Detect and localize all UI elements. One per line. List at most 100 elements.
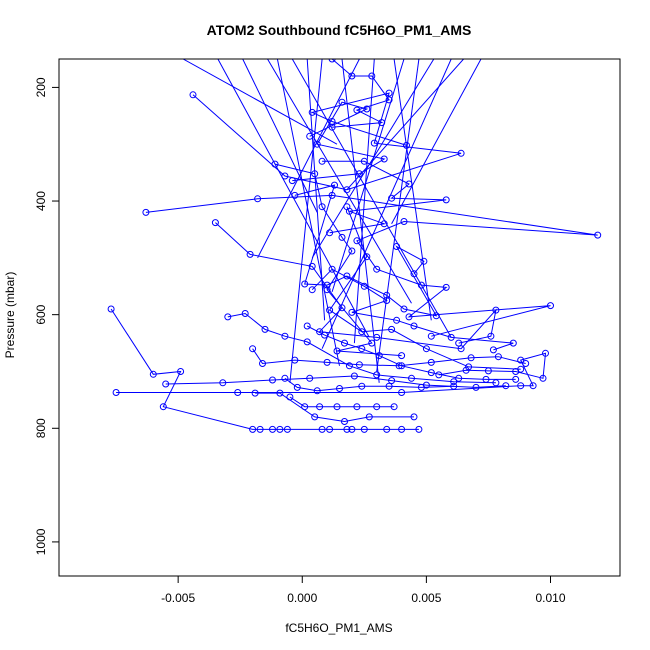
data-point [435,371,443,379]
data-point [385,96,393,104]
series-line-segment [393,59,432,321]
data-point [281,374,289,382]
data-point [328,191,336,199]
data-point [442,283,450,291]
series-line-segment [341,59,380,383]
data-point [405,180,413,188]
data-point [487,332,495,340]
data-point [241,310,249,317]
data-point [447,333,455,341]
data-point [326,306,334,314]
data-point [370,139,378,147]
data-point [482,375,490,383]
data-point [283,425,291,433]
data-point [162,380,170,388]
series-line [227,312,496,384]
series-line [215,222,497,350]
data-point [492,306,500,314]
plot-frame [58,58,621,577]
data-point [408,374,415,382]
data-point [403,141,410,149]
data-point [368,339,376,347]
y-tick-label: 800 [34,418,48,438]
series-line-segment [376,59,420,372]
data-point [303,338,311,346]
y-tick-label: 200 [34,77,48,97]
data-point [388,377,396,385]
data-point [378,119,386,127]
data-point [415,425,423,433]
data-point [219,379,227,387]
data-point [365,413,373,421]
data-point [492,379,500,387]
data-point [276,425,284,433]
data-point [348,425,356,433]
series-line [289,396,395,408]
series-line [255,392,414,423]
data-point [326,425,334,433]
series-line [116,352,547,393]
data-point [338,304,346,312]
data-point [427,358,435,366]
series-line-segment [346,59,464,191]
data-point [542,349,549,357]
y-axis-label: Pressure (mbar) [3,272,17,359]
data-point [321,331,329,339]
data-point [517,356,525,364]
data-point [512,375,520,383]
data-point [455,339,463,347]
data-point [373,333,381,341]
data-point [383,291,391,299]
data-point [410,270,418,278]
data-point [343,203,351,211]
data-point [308,262,316,270]
data-point [112,389,120,396]
data-point [261,325,269,333]
data-point [318,425,326,433]
x-tick-label: 0.005 [411,591,441,605]
series-line [294,184,438,317]
data-point [373,371,381,379]
data-point [313,140,321,148]
series-line [110,308,419,430]
data-point [159,403,167,411]
data-point [343,272,351,280]
data-point [489,346,497,354]
data-point [343,186,351,194]
data-point [323,286,331,294]
data-point [358,382,366,390]
data-point [380,155,388,163]
data-point [341,339,348,347]
data-point [326,229,334,237]
data-point [288,177,296,185]
data-point [333,347,341,355]
data-point [420,257,428,265]
x-axis-label: fC5H6O_PM1_AMS [285,621,392,635]
data-point [355,361,363,369]
data-point [373,265,381,273]
data-point [246,250,254,258]
data-point [323,358,331,366]
data-point [331,181,338,189]
data-point [522,360,530,367]
data-point [211,219,219,227]
data-point [234,389,242,396]
data-point [177,368,185,375]
data-point [256,425,264,433]
data-point [316,403,324,411]
data-point [383,297,391,304]
data-point [388,325,396,333]
x-tick-label: -0.005 [161,591,195,605]
data-point [328,59,336,63]
series-line [311,268,514,351]
data-point [306,374,314,382]
x-tick-label: 0.010 [535,591,565,605]
data-point [301,403,309,411]
y-tick-label: 600 [34,304,48,324]
data-point [472,383,480,391]
series-line [165,375,506,388]
data-point [291,191,299,199]
series-line-segment [353,59,375,344]
data-point [303,322,311,330]
